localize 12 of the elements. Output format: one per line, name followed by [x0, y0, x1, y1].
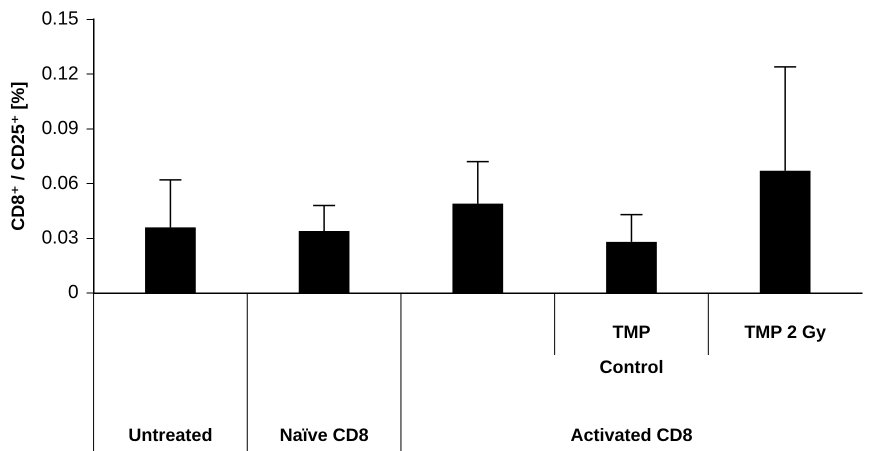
text: Naïve CD8	[280, 424, 369, 445]
text: Activated CD8	[570, 424, 692, 445]
y-tick-label: 0	[68, 282, 79, 304]
text: Untreated	[128, 424, 212, 445]
y-tick-label: 0.06	[42, 172, 79, 194]
y-tick-label: 0.12	[42, 63, 79, 84]
y-tick-label: 0.03	[42, 228, 79, 249]
x-tick-label: TMP Control	[599, 322, 664, 377]
y-tick-label: 0.09	[42, 118, 79, 140]
y-axis-title: CD8⁺ / CD25⁺ [%]	[8, 82, 28, 231]
y-tick-label: 0.15	[42, 8, 79, 30]
x-tick-label: TMP 2 Gy	[744, 322, 826, 342]
